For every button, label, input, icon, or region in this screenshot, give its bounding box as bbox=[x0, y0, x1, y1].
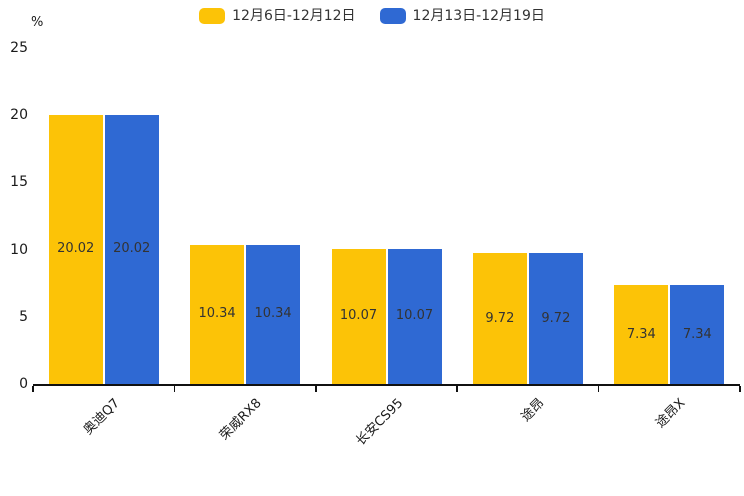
y-axis-tick-label: 0 bbox=[19, 376, 28, 392]
bar-value-label: 9.72 bbox=[541, 310, 571, 326]
x-axis-category-label: 荣威RX8 bbox=[217, 395, 265, 444]
y-axis-unit-label: % bbox=[31, 15, 44, 30]
x-axis-category-label: 途昂X bbox=[653, 395, 689, 432]
x-axis-tick-mark bbox=[173, 386, 176, 392]
bar-12月13日-12月19日-途昂 bbox=[528, 253, 583, 384]
x-axis-category-label: 奥迪Q7 bbox=[81, 395, 124, 438]
bar-12月6日-12月12日-奥迪Q7 bbox=[48, 114, 103, 384]
bar-12月13日-12月19日-荣威RX8 bbox=[246, 244, 301, 384]
bar-value-label: 20.02 bbox=[113, 241, 151, 257]
bar-12月13日-12月19日-途昂X bbox=[670, 285, 725, 384]
y-axis-tick-label: 20 bbox=[10, 107, 28, 123]
x-axis-tick-mark bbox=[456, 386, 458, 392]
x-axis-tick-mark bbox=[739, 386, 741, 392]
legend-item-label: 12月6日-12月12日 bbox=[232, 8, 356, 24]
bar-value-label: 20.02 bbox=[57, 241, 95, 257]
x-axis-category-label: 途昂 bbox=[518, 395, 548, 425]
bar-12月6日-12月12日-途昂X bbox=[614, 285, 669, 384]
bar-12月13日-12月19日-奥迪Q7 bbox=[104, 114, 159, 384]
bar-value-label: 9.72 bbox=[485, 310, 515, 326]
x-axis-tick-mark bbox=[315, 386, 317, 392]
bar-12月13日-12月19日-长安CS95 bbox=[387, 248, 442, 384]
y-axis-tick-label: 25 bbox=[10, 39, 28, 56]
legend-item-0[interactable]: 12月6日-12月12日 bbox=[199, 8, 356, 24]
bar-value-label: 10.34 bbox=[198, 306, 236, 322]
bar-value-label: 7.34 bbox=[626, 326, 656, 342]
x-axis-category-label: 长安CS95 bbox=[352, 395, 406, 449]
bar-12月6日-12月12日-途昂 bbox=[472, 253, 527, 384]
y-axis-tick-label: 5 bbox=[19, 308, 28, 325]
x-axis-line bbox=[33, 384, 740, 386]
y-axis-tick-label: 15 bbox=[10, 174, 28, 191]
legend-swatch-icon bbox=[199, 8, 226, 24]
bar-value-label: 7.34 bbox=[682, 326, 712, 342]
y-axis-tick-label: 10 bbox=[10, 241, 28, 258]
x-axis-tick-mark bbox=[32, 386, 34, 392]
legend-item-label: 12月13日-12月19日 bbox=[412, 8, 545, 24]
bar-12月6日-12月12日-长安CS95 bbox=[331, 248, 386, 384]
legend-item-1[interactable]: 12月13日-12月19日 bbox=[379, 8, 545, 24]
legend-swatch-icon bbox=[379, 8, 406, 24]
bar-value-label: 10.34 bbox=[254, 306, 292, 322]
x-axis-tick-mark bbox=[597, 386, 600, 392]
bar-12月6日-12月12日-荣威RX8 bbox=[190, 244, 245, 384]
bar-value-label: 10.07 bbox=[395, 308, 434, 324]
legend: 12月6日-12月12日 12月13日-12月19日 bbox=[0, 8, 744, 24]
bar-value-label: 10.07 bbox=[339, 308, 378, 324]
